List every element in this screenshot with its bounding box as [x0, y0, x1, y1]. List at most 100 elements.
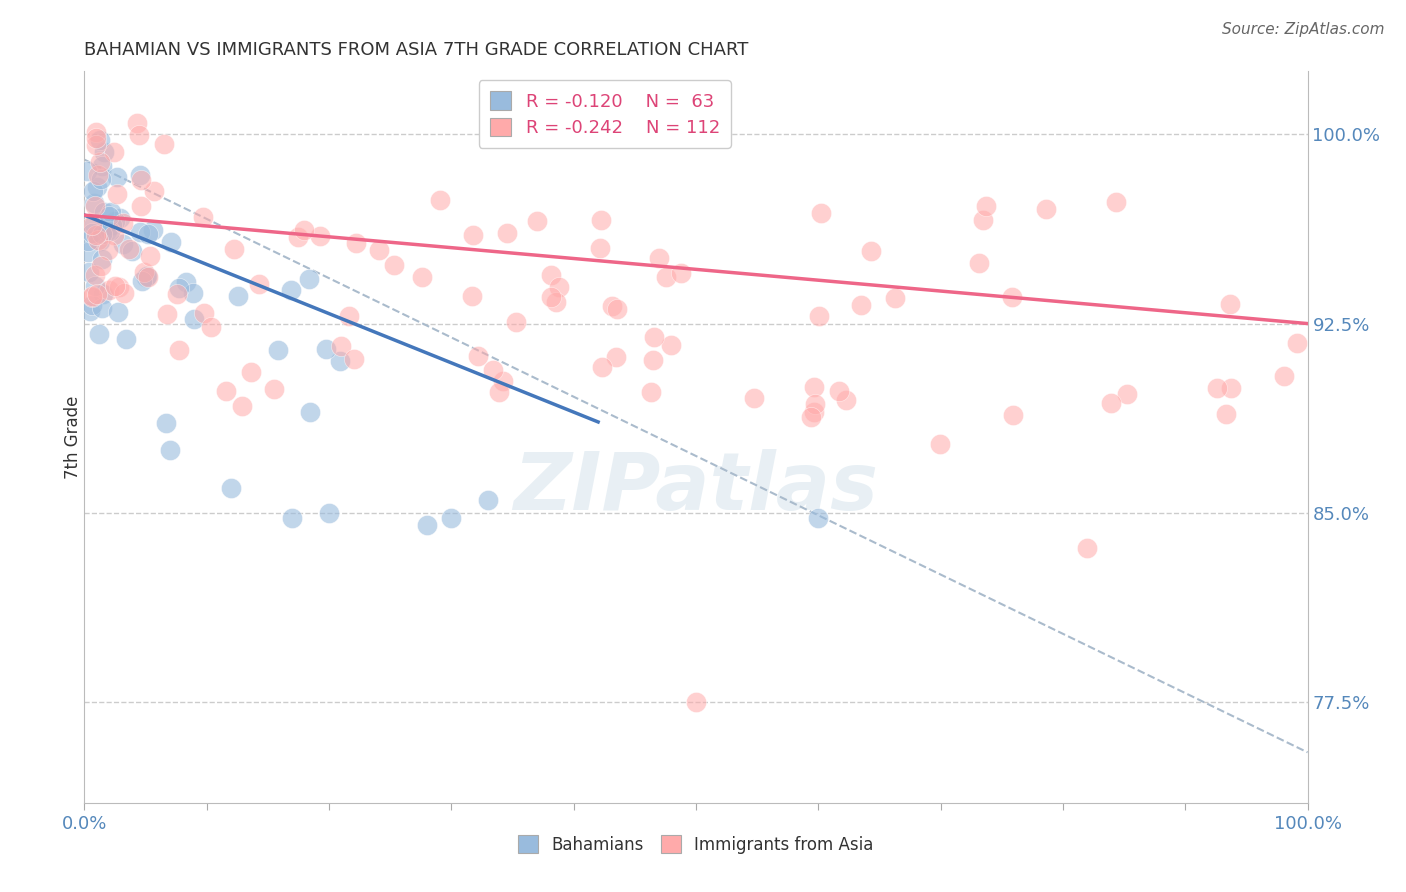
Point	[671, 266, 693, 280]
Point	[463, 227, 485, 242]
Point	[166, 287, 188, 301]
Point	[1001, 408, 1024, 422]
Point	[82, 298, 104, 312]
Point	[79, 303, 101, 318]
Point	[87, 233, 110, 247]
Point	[83, 199, 105, 213]
Point	[84, 130, 107, 145]
Point	[121, 244, 143, 258]
Legend: Bahamians, Immigrants from Asia: Bahamians, Immigrants from Asia	[512, 829, 880, 860]
Point	[505, 314, 527, 328]
Point	[1206, 381, 1229, 395]
Point	[143, 184, 166, 198]
Point	[82, 290, 104, 304]
Point	[91, 159, 114, 173]
Point	[329, 339, 352, 353]
Point	[884, 291, 907, 305]
Point	[100, 204, 122, 219]
Point	[90, 172, 112, 186]
Point	[803, 380, 825, 394]
Point	[318, 506, 340, 520]
Point	[292, 223, 315, 237]
Point	[112, 216, 135, 230]
Point	[80, 218, 103, 232]
Point	[800, 410, 823, 425]
Point	[1001, 290, 1024, 304]
Point	[974, 199, 997, 213]
Point	[591, 212, 613, 227]
Point	[647, 252, 669, 266]
Point	[77, 244, 100, 259]
Point	[97, 244, 120, 258]
Point	[685, 695, 707, 709]
Point	[84, 125, 107, 139]
Point	[287, 229, 309, 244]
Point	[1215, 407, 1237, 421]
Point	[183, 311, 205, 326]
Point	[136, 227, 159, 242]
Text: BAHAMIAN VS IMMIGRANTS FROM ASIA 7TH GRADE CORRELATION CHART: BAHAMIAN VS IMMIGRANTS FROM ASIA 7TH GRA…	[84, 41, 749, 59]
Point	[90, 227, 112, 241]
Point	[156, 307, 179, 321]
Point	[222, 242, 245, 256]
Point	[382, 258, 405, 272]
Point	[90, 301, 112, 316]
Point	[129, 172, 152, 186]
Point	[929, 437, 952, 451]
Point	[142, 223, 165, 237]
Point	[107, 305, 129, 319]
Point	[655, 270, 678, 285]
Point	[104, 213, 127, 227]
Point	[477, 493, 499, 508]
Point	[167, 281, 190, 295]
Point	[488, 384, 510, 399]
Point	[181, 286, 204, 301]
Point	[591, 359, 613, 374]
Point	[411, 269, 433, 284]
Point	[105, 169, 128, 184]
Point	[111, 237, 134, 252]
Point	[112, 285, 135, 300]
Point	[87, 169, 110, 183]
Point	[174, 275, 197, 289]
Point	[600, 299, 623, 313]
Point	[135, 268, 157, 283]
Point	[83, 195, 105, 210]
Point	[416, 518, 439, 533]
Point	[200, 319, 222, 334]
Point	[91, 252, 114, 266]
Point	[231, 399, 253, 413]
Point	[605, 350, 627, 364]
Point	[103, 227, 125, 242]
Point	[1219, 297, 1241, 311]
Point	[247, 277, 270, 291]
Point	[128, 226, 150, 240]
Point	[215, 384, 238, 398]
Point	[101, 219, 124, 233]
Point	[1035, 202, 1057, 217]
Point	[540, 268, 562, 283]
Point	[108, 211, 131, 226]
Point	[309, 229, 332, 244]
Point	[281, 510, 304, 524]
Point	[368, 243, 391, 257]
Point	[526, 213, 548, 227]
Point	[103, 145, 125, 159]
Point	[91, 286, 114, 301]
Point	[114, 332, 136, 346]
Point	[118, 243, 141, 257]
Point	[98, 209, 121, 223]
Point	[315, 342, 337, 356]
Point	[87, 327, 110, 342]
Point	[160, 235, 183, 249]
Point	[280, 283, 302, 297]
Point	[219, 481, 242, 495]
Point	[89, 132, 111, 146]
Point	[159, 442, 181, 457]
Point	[548, 280, 571, 294]
Point	[606, 301, 628, 316]
Point	[128, 128, 150, 142]
Point	[481, 363, 503, 377]
Point	[108, 280, 131, 294]
Point	[131, 274, 153, 288]
